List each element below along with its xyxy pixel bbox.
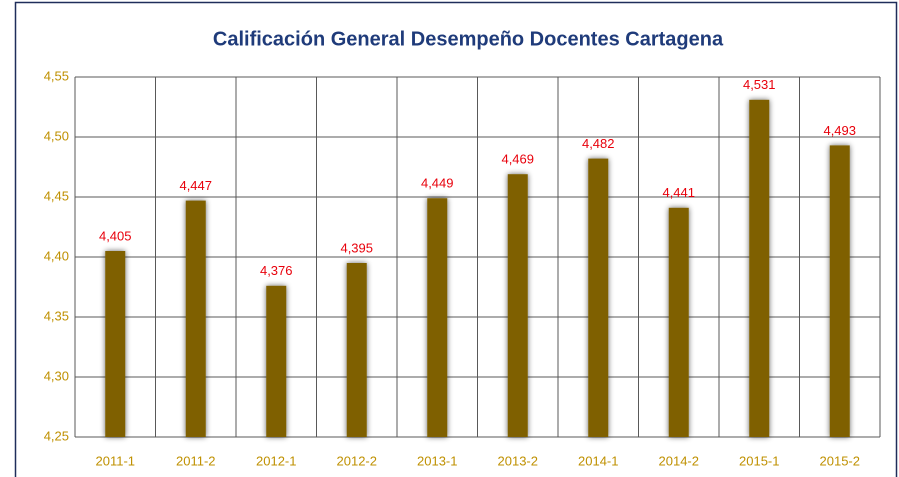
bar <box>749 99 770 438</box>
bar <box>105 251 126 437</box>
x-tick-label: 2015-2 <box>820 453 860 468</box>
bar <box>588 158 609 437</box>
value-label: 4,449 <box>421 176 454 191</box>
value-label: 4,469 <box>501 152 534 167</box>
x-tick-label: 2011-2 <box>176 453 216 468</box>
value-label: 4,531 <box>743 77 776 92</box>
value-label: 4,493 <box>823 123 856 138</box>
x-tick-label: 2015-1 <box>739 453 779 468</box>
x-tick-label: 2014-1 <box>578 453 618 468</box>
value-label: 4,395 <box>340 240 373 255</box>
bar <box>346 263 367 437</box>
y-tick-label: 4,50 <box>44 128 69 143</box>
y-tick-label: 4,40 <box>44 248 69 263</box>
y-tick-label: 4,25 <box>44 428 69 443</box>
x-tick-label: 2013-1 <box>417 453 457 468</box>
bar <box>507 174 528 437</box>
y-tick-label: 4,55 <box>44 68 69 83</box>
x-tick-label: 2011-1 <box>95 453 135 468</box>
x-tick-label: 2013-2 <box>498 453 538 468</box>
y-tick-label: 4,35 <box>44 308 69 323</box>
y-tick-label: 4,45 <box>44 188 69 203</box>
x-tick-label: 2012-1 <box>256 453 296 468</box>
value-label: 4,482 <box>582 136 615 151</box>
bar <box>829 145 850 437</box>
value-label: 4,447 <box>179 178 212 193</box>
bar <box>427 198 448 437</box>
x-tick-label: 2014-2 <box>659 453 699 468</box>
bar <box>185 200 206 437</box>
value-label: 4,441 <box>662 185 695 200</box>
bar <box>266 285 287 437</box>
value-label: 4,405 <box>99 228 132 243</box>
y-tick-label: 4,30 <box>44 368 69 383</box>
chart-title: Calificación General Desempeño Docentes … <box>213 28 724 50</box>
value-label: 4,376 <box>260 263 293 278</box>
x-tick-label: 2012-2 <box>337 453 377 468</box>
bar <box>668 207 689 437</box>
